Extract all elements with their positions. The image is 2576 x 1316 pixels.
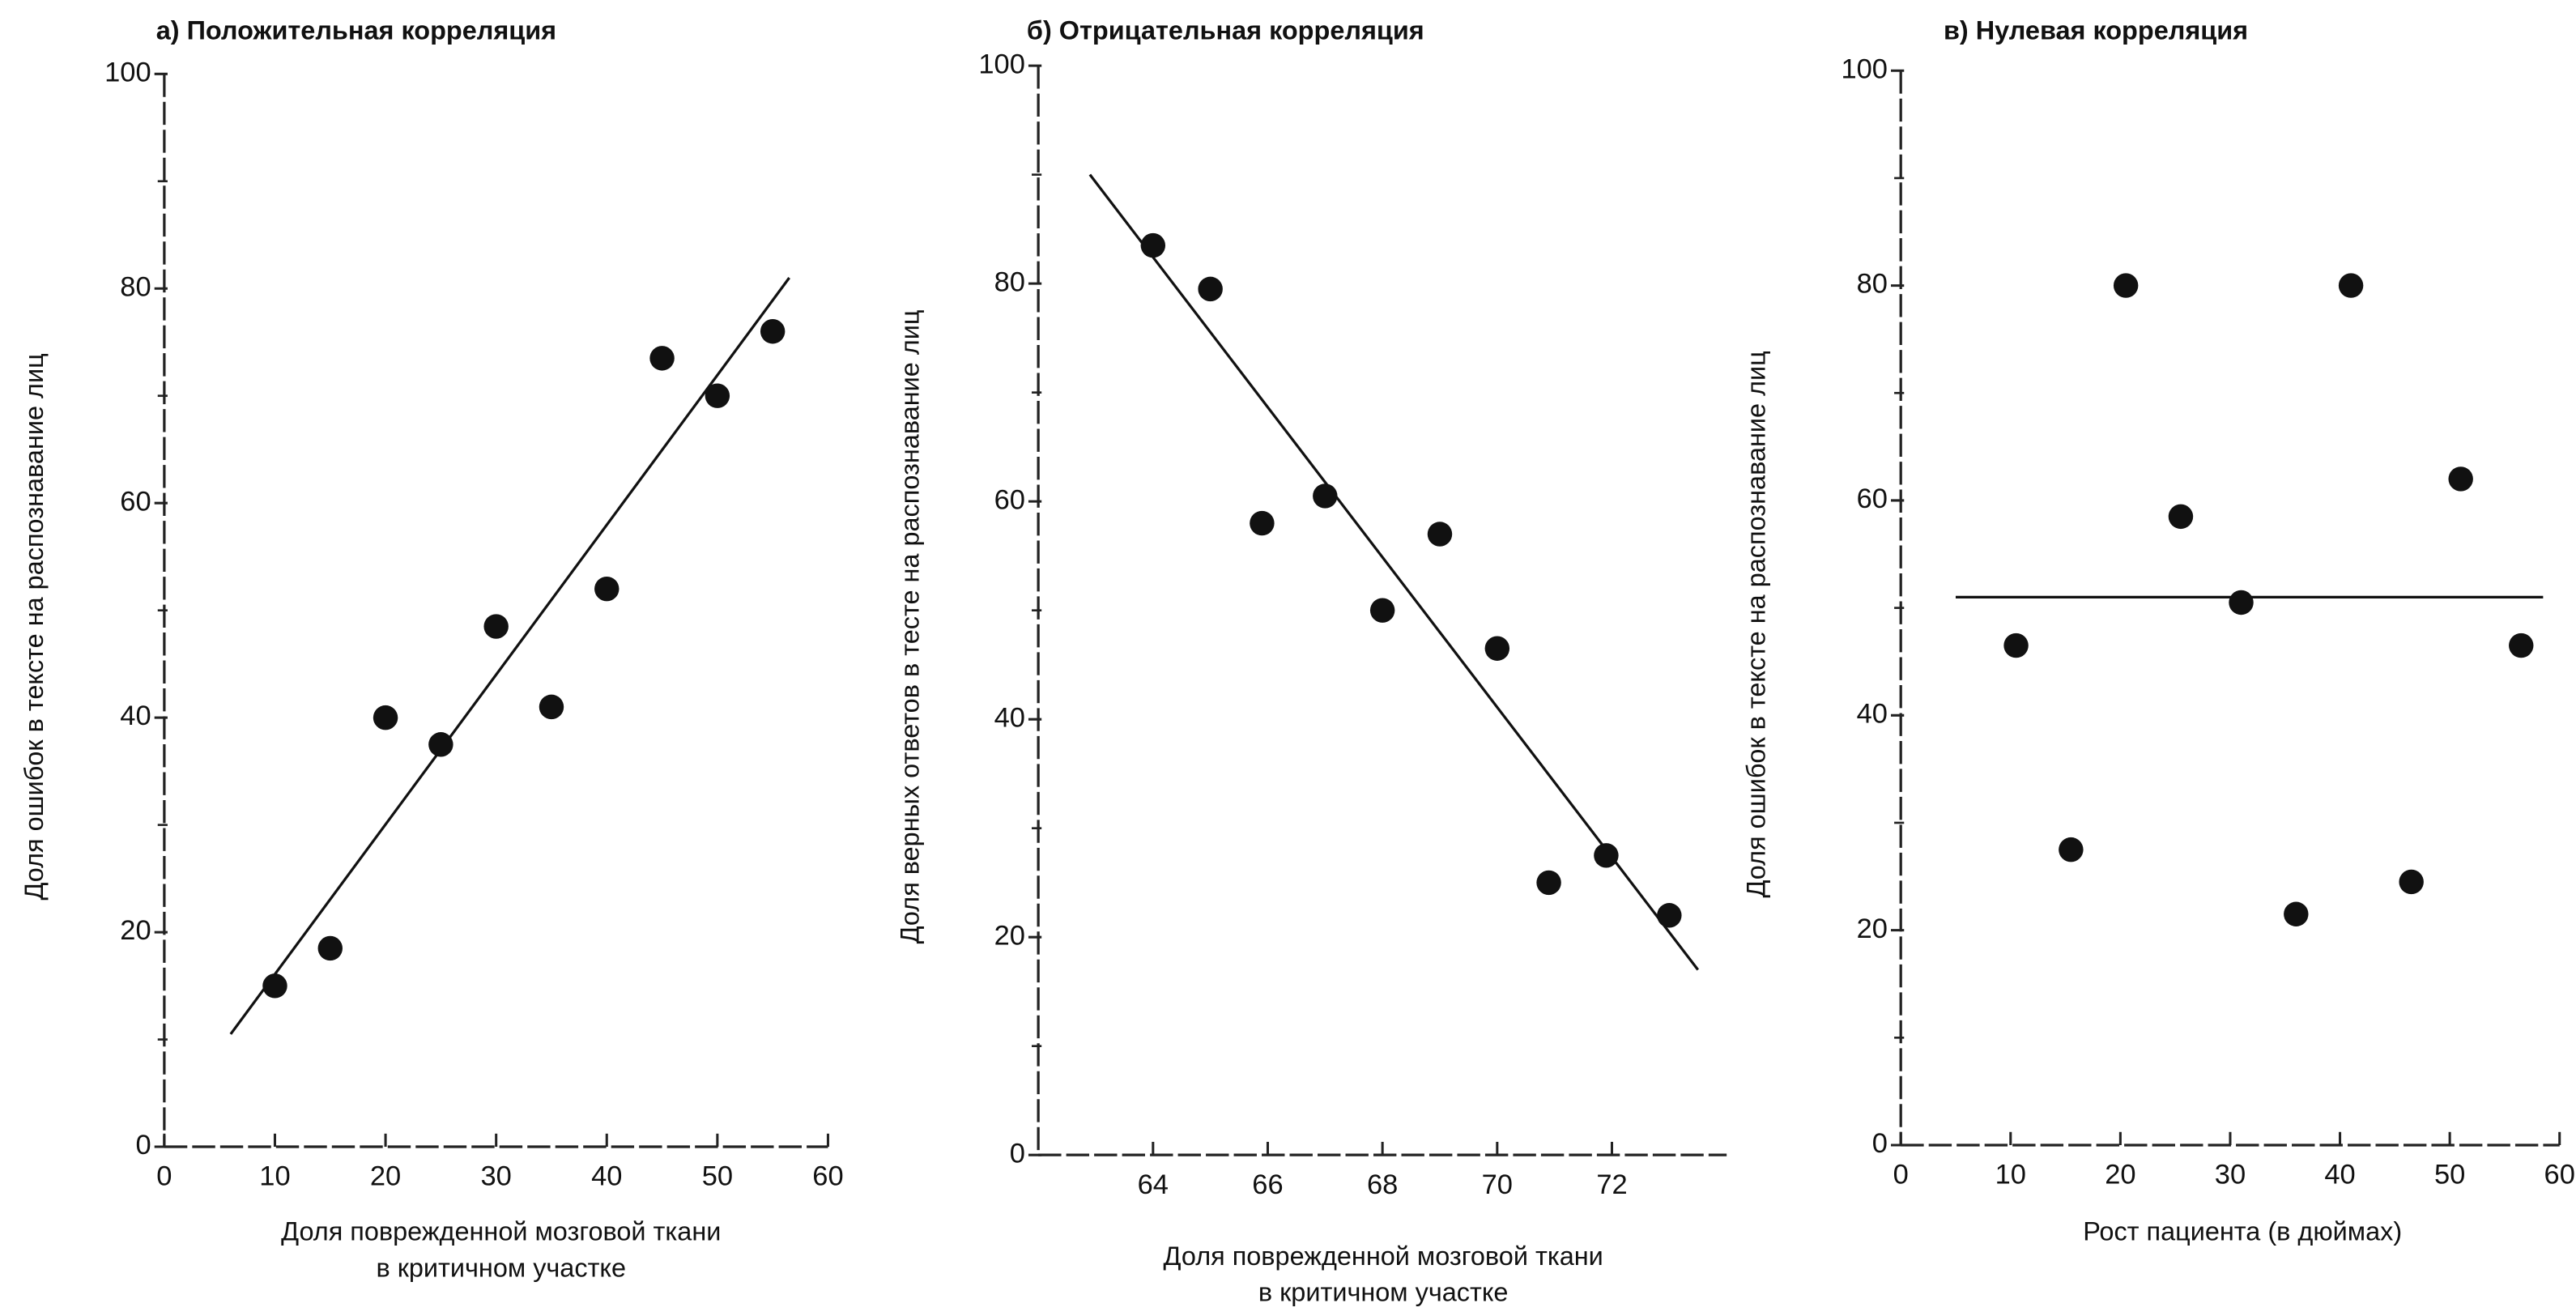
x-tick-label: 20 <box>370 1161 401 1192</box>
x-tick-label: 50 <box>702 1161 733 1192</box>
x-tick-label: 0 <box>156 1161 172 1192</box>
chart-title: а) Положительная корреляция <box>156 16 556 45</box>
y-tick-label: 40 <box>1857 698 1888 729</box>
point <box>1427 522 1453 547</box>
point <box>1198 276 1223 302</box>
point <box>1594 843 1619 868</box>
y-tick-label: 40 <box>994 702 1025 733</box>
x-tick-label: 30 <box>480 1161 511 1192</box>
point <box>1657 903 1682 928</box>
y-tick-label: 40 <box>120 701 151 731</box>
point <box>2338 273 2364 298</box>
x-tick-label: 66 <box>1252 1169 1283 1200</box>
x-axis-label: в критичном участке <box>376 1253 626 1282</box>
point <box>1369 598 1395 623</box>
y-tick-label: 0 <box>1010 1138 1025 1169</box>
point <box>2448 466 2473 492</box>
y-tick-label: 60 <box>994 484 1025 515</box>
trend-line <box>229 277 790 1035</box>
point <box>705 383 730 408</box>
y-tick-label: 0 <box>1872 1128 1888 1159</box>
y-axis-label: Доля верных ответов в тесте на распознав… <box>896 310 925 944</box>
x-axis-label: Доля поврежденной мозговой ткани <box>281 1217 721 1246</box>
y-tick-label: 100 <box>104 57 151 87</box>
y-tick-label: 80 <box>1857 269 1888 300</box>
y-tick-label: 60 <box>1857 483 1888 514</box>
x-tick-label: 30 <box>2215 1160 2246 1190</box>
y-tick-label: 60 <box>120 486 151 517</box>
point <box>317 935 343 961</box>
y-tick-label: 0 <box>135 1130 151 1161</box>
x-tick-label: 0 <box>1893 1160 1909 1190</box>
point <box>2059 837 2084 862</box>
point <box>2168 504 2194 530</box>
y-axis-label: Доля ошибок в тексте на распознавание ли… <box>19 353 49 900</box>
point <box>428 732 453 757</box>
x-tick-label: 72 <box>1596 1169 1627 1200</box>
y-tick-label: 80 <box>994 266 1025 297</box>
point <box>483 614 509 639</box>
y-tick-label: 20 <box>1857 914 1888 944</box>
y-tick-label: 80 <box>120 271 151 302</box>
point <box>2113 273 2139 298</box>
x-tick-label: 40 <box>2324 1160 2355 1190</box>
x-axis-label: Доля поврежденной мозговой ткани <box>1164 1241 1603 1271</box>
point <box>1250 510 1275 536</box>
point <box>1484 636 1510 661</box>
trend-line <box>1088 173 1700 971</box>
point <box>760 319 786 344</box>
point <box>373 705 398 730</box>
point <box>2284 901 2309 926</box>
chart-title: в) Нулевая корреляция <box>1944 16 2248 45</box>
y-tick-label: 20 <box>994 920 1025 951</box>
point <box>539 694 564 720</box>
point <box>2509 632 2534 658</box>
x-tick-label: 60 <box>812 1161 843 1192</box>
x-tick-label: 68 <box>1367 1169 1398 1200</box>
point <box>649 346 675 371</box>
x-tick-label: 50 <box>2434 1160 2465 1190</box>
point <box>2229 590 2254 615</box>
chart-title: б) Отрицательная корреляция <box>1027 16 1424 45</box>
y-tick-label: 100 <box>978 49 1025 79</box>
x-tick-label: 10 <box>1995 1160 2026 1190</box>
x-axis-label: в критичном участке <box>1258 1278 1509 1307</box>
point <box>1313 483 1338 509</box>
x-axis-label: Рост пациента (в дюймах) <box>2083 1217 2402 1246</box>
point <box>594 576 620 602</box>
point <box>2399 869 2424 895</box>
x-tick-label: 64 <box>1138 1169 1169 1200</box>
point <box>1536 870 1561 896</box>
x-tick-label: 10 <box>259 1161 290 1192</box>
x-tick-label: 60 <box>2544 1160 2575 1190</box>
point <box>2003 632 2029 658</box>
x-tick-label: 40 <box>591 1161 622 1192</box>
point <box>1140 232 1166 258</box>
y-tick-label: 20 <box>120 915 151 946</box>
x-tick-label: 20 <box>2105 1160 2135 1190</box>
point <box>262 973 287 999</box>
y-axis-label: Доля ошибок в тексте на распознавание ли… <box>1741 351 1770 897</box>
x-tick-label: 70 <box>1482 1169 1513 1200</box>
y-tick-label: 100 <box>1841 53 1888 84</box>
